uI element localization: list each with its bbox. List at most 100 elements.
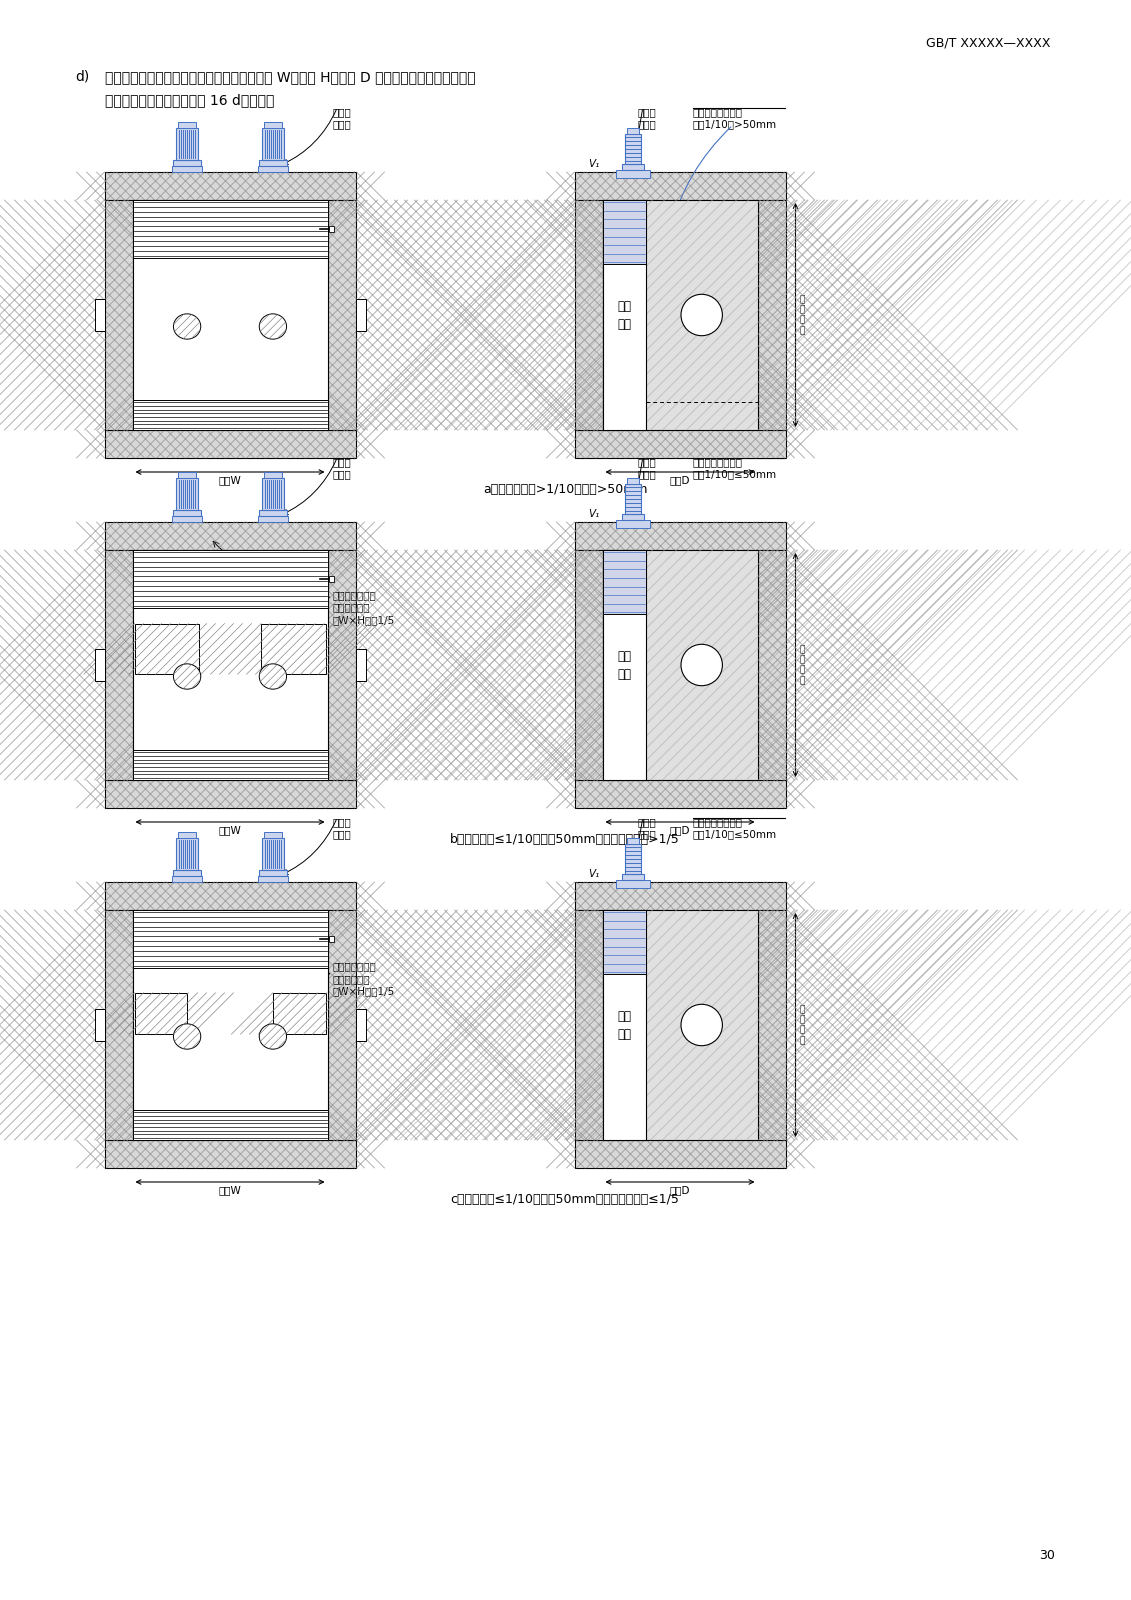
Bar — [175, 478, 198, 510]
Bar — [355, 299, 365, 331]
Text: 控制点
传感器: 控制点 传感器 — [638, 458, 657, 480]
Text: V₁: V₁ — [588, 869, 599, 878]
Bar — [575, 550, 603, 781]
Bar — [132, 550, 328, 781]
Bar — [758, 910, 786, 1139]
Bar — [104, 171, 355, 200]
Bar — [104, 200, 132, 430]
Text: 控制点
传感器: 控制点 传感器 — [333, 818, 352, 840]
Text: GB/T XXXXX—XXXX: GB/T XXXXX—XXXX — [925, 37, 1050, 50]
Bar — [104, 550, 132, 781]
Text: c）凸起高度≤1/10边长且50mm，凸起累计面积≤1/5: c）凸起高度≤1/10边长且50mm，凸起累计面积≤1/5 — [450, 1194, 680, 1206]
Bar — [258, 166, 288, 171]
Bar — [575, 781, 786, 808]
Bar — [355, 1010, 365, 1042]
Bar — [172, 166, 201, 171]
Bar — [261, 624, 326, 674]
Bar — [178, 472, 196, 478]
Circle shape — [681, 294, 723, 336]
Bar — [172, 515, 201, 522]
Text: 控制点
传感器: 控制点 传感器 — [333, 107, 352, 130]
Bar — [575, 200, 603, 430]
Bar — [328, 200, 355, 430]
Bar — [603, 910, 646, 1139]
Bar — [262, 838, 284, 870]
Bar — [175, 838, 198, 870]
Bar — [627, 478, 639, 483]
Bar — [173, 870, 200, 877]
Bar — [328, 576, 334, 582]
Bar — [135, 992, 187, 1034]
Bar — [625, 134, 641, 165]
Bar — [132, 1110, 328, 1139]
Bar — [625, 483, 641, 514]
Ellipse shape — [259, 314, 286, 339]
Circle shape — [681, 645, 723, 686]
Bar — [603, 910, 646, 974]
Bar — [173, 510, 200, 515]
Ellipse shape — [173, 1024, 200, 1050]
Text: 调节
通道: 调节 通道 — [618, 299, 631, 331]
Bar — [603, 200, 646, 264]
Bar — [265, 122, 283, 128]
Bar — [104, 882, 355, 910]
Bar — [132, 400, 328, 430]
Bar — [175, 128, 198, 160]
Bar — [132, 910, 328, 1139]
Text: 工
作
空
间: 工 作 空 间 — [800, 1005, 805, 1045]
Bar — [258, 877, 288, 882]
Bar — [132, 200, 328, 258]
Bar — [575, 522, 786, 550]
Circle shape — [681, 1005, 723, 1046]
Bar — [758, 200, 786, 430]
Bar — [627, 128, 639, 134]
Bar — [615, 520, 650, 528]
Text: 当技术文件中用图形加注尺寸来表示内箱宽度 W、高度 H、深度 D 尺寸的，依据图形标注尺寸: 当技术文件中用图形加注尺寸来表示内箱宽度 W、高度 H、深度 D 尺寸的，依据图… — [105, 70, 476, 83]
Bar — [178, 122, 196, 128]
Bar — [603, 910, 758, 1139]
Bar — [615, 880, 650, 888]
Text: a）凸起物高度>1/10边长或>50mm: a）凸起物高度>1/10边长或>50mm — [483, 483, 647, 496]
Bar — [328, 910, 355, 1139]
Text: 控制点
传感器: 控制点 传感器 — [638, 107, 657, 130]
Bar — [575, 910, 603, 1139]
Text: 30: 30 — [1039, 1549, 1055, 1562]
Text: 深度D: 深度D — [670, 475, 690, 485]
Bar — [622, 514, 644, 520]
Text: d): d) — [75, 70, 89, 83]
Bar — [265, 472, 283, 478]
Bar — [104, 781, 355, 808]
Text: 宽度W: 宽度W — [218, 1186, 241, 1195]
Bar — [328, 226, 334, 232]
Text: 控制点
传感器: 控制点 传感器 — [333, 458, 352, 480]
Bar — [95, 1010, 104, 1042]
Bar — [135, 624, 199, 674]
Bar — [132, 200, 328, 430]
Bar — [173, 160, 200, 166]
Bar — [355, 650, 365, 682]
Bar — [104, 522, 355, 550]
Bar — [575, 171, 786, 200]
Bar — [95, 650, 104, 682]
Bar — [625, 845, 641, 874]
Bar — [104, 1139, 355, 1168]
Bar — [258, 515, 288, 522]
Bar — [603, 550, 646, 614]
Bar — [603, 550, 758, 781]
Bar — [259, 510, 287, 515]
Text: b）凸起高度≤1/10边长且50mm，凸起累计面积>1/5: b）凸起高度≤1/10边长且50mm，凸起累计面积>1/5 — [450, 834, 680, 846]
Bar — [273, 992, 326, 1034]
Ellipse shape — [173, 664, 200, 690]
Bar — [172, 877, 201, 882]
Bar — [132, 910, 328, 968]
Bar — [328, 550, 355, 781]
Text: 宽度W: 宽度W — [218, 826, 241, 835]
Bar — [259, 160, 287, 166]
Bar — [259, 870, 287, 877]
Bar — [262, 128, 284, 160]
Text: 凸起物累计面积
小于该面面积
（W×H）的1/5: 凸起物累计面积 小于该面面积 （W×H）的1/5 — [333, 962, 395, 997]
Text: 工
作
空
间: 工 作 空 间 — [800, 294, 805, 334]
Ellipse shape — [259, 664, 286, 690]
Text: 深度D: 深度D — [670, 1186, 690, 1195]
Bar — [603, 550, 646, 781]
